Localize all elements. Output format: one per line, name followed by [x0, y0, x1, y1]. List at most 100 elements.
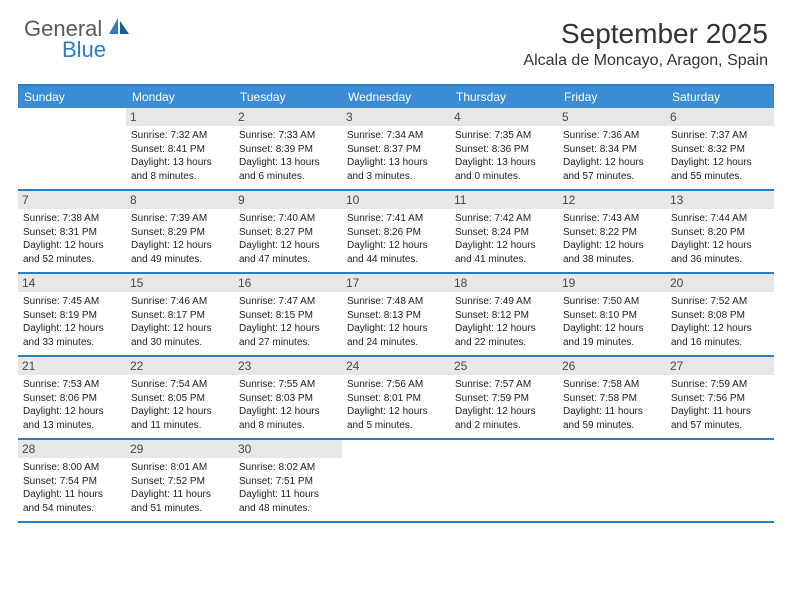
day-number: 28: [18, 440, 126, 458]
day-cell: 13Sunrise: 7:44 AMSunset: 8:20 PMDayligh…: [666, 191, 774, 272]
sunset-text: Sunset: 8:06 PM: [23, 392, 121, 406]
daylight-text: Daylight: 12 hours and 16 minutes.: [671, 322, 769, 349]
daylight-text: Daylight: 12 hours and 52 minutes.: [23, 239, 121, 266]
day-cell: 21Sunrise: 7:53 AMSunset: 8:06 PMDayligh…: [18, 357, 126, 438]
daylight-text: Daylight: 12 hours and 38 minutes.: [563, 239, 661, 266]
day-number: 8: [126, 191, 234, 209]
day-cell: 20 Sunrise: 7:52 AMSunset: 8:08 PMDayligh…: [666, 274, 774, 355]
header: General Blue September 2025 Alcala de Mo…: [0, 0, 792, 78]
sunset-text: Sunset: 8:31 PM: [23, 226, 121, 240]
day-cell: 11Sunrise: 7:42 AMSunset: 8:24 PMDayligh…: [450, 191, 558, 272]
day-cell-empty: [450, 440, 558, 521]
day-number: 6: [666, 108, 774, 126]
sunrise-text: Sunrise: 7:46 AM: [131, 295, 229, 309]
day-cell: 14Sunrise: 7:45 AMSunset: 8:19 PMDayligh…: [18, 274, 126, 355]
daylight-text: Daylight: 11 hours and 51 minutes.: [131, 488, 229, 515]
day-cell: 4Sunrise: 7:35 AMSunset: 8:36 PMDaylight…: [450, 108, 558, 189]
logo-line2: Blue: [62, 39, 131, 61]
sunrise-text: Sunrise: 7:47 AM: [239, 295, 337, 309]
sunrise-text: Sunrise: 8:00 AM: [23, 461, 121, 475]
sunrise-text: Sunrise: 7:48 AM: [347, 295, 445, 309]
day-number: 25: [450, 357, 558, 375]
daylight-text: Daylight: 11 hours and 59 minutes.: [563, 405, 661, 432]
sunrise-text: Sunrise: 7:45 AM: [23, 295, 121, 309]
daylight-text: Daylight: 12 hours and 27 minutes.: [239, 322, 337, 349]
week-row: 7Sunrise: 7:38 AMSunset: 8:31 PMDaylight…: [18, 191, 774, 274]
sunrise-text: Sunrise: 7:34 AM: [347, 129, 445, 143]
day-cell: 9Sunrise: 7:40 AMSunset: 8:27 PMDaylight…: [234, 191, 342, 272]
sunrise-text: Sunrise: 7:52 AM: [671, 295, 769, 309]
sunset-text: Sunset: 8:15 PM: [239, 309, 337, 323]
page-title: September 2025: [523, 18, 768, 50]
sunset-text: Sunset: 7:56 PM: [671, 392, 769, 406]
sunset-text: Sunset: 8:12 PM: [455, 309, 553, 323]
sunrise-text: Sunrise: 7:59 AM: [671, 378, 769, 392]
daylight-text: Daylight: 12 hours and 49 minutes.: [131, 239, 229, 266]
day-cell: 8 Sunrise: 7:39 AMSunset: 8:29 PMDaylight…: [126, 191, 234, 272]
day-number: 9: [234, 191, 342, 209]
sunset-text: Sunset: 8:20 PM: [671, 226, 769, 240]
day-number: 15: [126, 274, 234, 292]
sunset-text: Sunset: 8:24 PM: [455, 226, 553, 240]
day-cell: 2Sunrise: 7:33 AMSunset: 8:39 PMDaylight…: [234, 108, 342, 189]
day-cell-empty: [18, 108, 126, 189]
sunset-text: Sunset: 8:03 PM: [239, 392, 337, 406]
day-number: 17: [342, 274, 450, 292]
sunset-text: Sunset: 8:34 PM: [563, 143, 661, 157]
sunrise-text: Sunrise: 7:36 AM: [563, 129, 661, 143]
daylight-text: Daylight: 11 hours and 54 minutes.: [23, 488, 121, 515]
sunset-text: Sunset: 8:26 PM: [347, 226, 445, 240]
day-cell: 18Sunrise: 7:49 AMSunset: 8:12 PMDayligh…: [450, 274, 558, 355]
daylight-text: Daylight: 13 hours and 3 minutes.: [347, 156, 445, 183]
day-number: 5: [558, 108, 666, 126]
daylight-text: Daylight: 11 hours and 57 minutes.: [671, 405, 769, 432]
sunset-text: Sunset: 8:36 PM: [455, 143, 553, 157]
sunrise-text: Sunrise: 7:32 AM: [131, 129, 229, 143]
daylight-text: Daylight: 12 hours and 44 minutes.: [347, 239, 445, 266]
sunset-text: Sunset: 8:01 PM: [347, 392, 445, 406]
day-number: 18: [450, 274, 558, 292]
day-number: 20: [666, 274, 774, 292]
weekday-saturday: Saturday: [666, 86, 774, 108]
sunset-text: Sunset: 8:39 PM: [239, 143, 337, 157]
sunset-text: Sunset: 7:59 PM: [455, 392, 553, 406]
day-cell: 15Sunrise: 7:46 AMSunset: 8:17 PMDayligh…: [126, 274, 234, 355]
sunrise-text: Sunrise: 7:37 AM: [671, 129, 769, 143]
sunrise-text: Sunrise: 8:01 AM: [131, 461, 229, 475]
logo: General Blue: [24, 18, 131, 61]
sunset-text: Sunset: 8:19 PM: [23, 309, 121, 323]
sunrise-text: Sunrise: 7:49 AM: [455, 295, 553, 309]
calendar: SundayMondayTuesdayWednesdayThursdayFrid…: [18, 84, 774, 523]
weekday-tuesday: Tuesday: [234, 86, 342, 108]
weekday-friday: Friday: [558, 86, 666, 108]
daylight-text: Daylight: 13 hours and 6 minutes.: [239, 156, 337, 183]
sunrise-text: Sunrise: 7:39 AM: [131, 212, 229, 226]
day-cell: 19Sunrise: 7:50 AMSunset: 8:10 PMDayligh…: [558, 274, 666, 355]
sunrise-text: Sunrise: 7:38 AM: [23, 212, 121, 226]
sunset-text: Sunset: 8:08 PM: [671, 309, 769, 323]
day-number: 30: [234, 440, 342, 458]
daylight-text: Daylight: 12 hours and 41 minutes.: [455, 239, 553, 266]
sunrise-text: Sunrise: 7:55 AM: [239, 378, 337, 392]
sunset-text: Sunset: 8:05 PM: [131, 392, 229, 406]
day-cell: 3Sunrise: 7:34 AMSunset: 8:37 PMDaylight…: [342, 108, 450, 189]
day-cell: 6Sunrise: 7:37 AMSunset: 8:32 PMDaylight…: [666, 108, 774, 189]
day-number: 2: [234, 108, 342, 126]
day-cell: 22Sunrise: 7:54 AMSunset: 8:05 PMDayligh…: [126, 357, 234, 438]
day-cell: 25Sunrise: 7:57 AMSunset: 7:59 PMDayligh…: [450, 357, 558, 438]
day-number: 16: [234, 274, 342, 292]
sunset-text: Sunset: 8:29 PM: [131, 226, 229, 240]
daylight-text: Daylight: 12 hours and 36 minutes.: [671, 239, 769, 266]
daylight-text: Daylight: 12 hours and 33 minutes.: [23, 322, 121, 349]
daylight-text: Daylight: 13 hours and 0 minutes.: [455, 156, 553, 183]
logo-text-block: General Blue: [24, 18, 131, 61]
day-number: 12: [558, 191, 666, 209]
daylight-text: Daylight: 12 hours and 8 minutes.: [239, 405, 337, 432]
daylight-text: Daylight: 12 hours and 11 minutes.: [131, 405, 229, 432]
day-number: 11: [450, 191, 558, 209]
day-cell: 16 Sunrise: 7:47 AMSunset: 8:15 PMDayligh…: [234, 274, 342, 355]
sunrise-text: Sunrise: 7:44 AM: [671, 212, 769, 226]
day-cell: 1Sunrise: 7:32 AMSunset: 8:41 PMDaylight…: [126, 108, 234, 189]
week-row: 21Sunrise: 7:53 AMSunset: 8:06 PMDayligh…: [18, 357, 774, 440]
sunset-text: Sunset: 8:13 PM: [347, 309, 445, 323]
